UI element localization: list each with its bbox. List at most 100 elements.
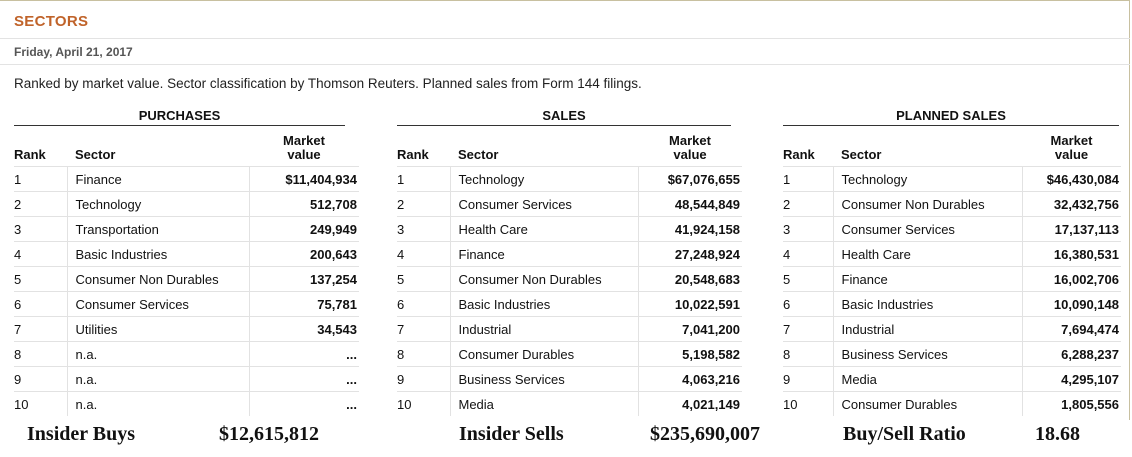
rank-header: Rank — [397, 147, 429, 162]
rank-cell: 10 — [14, 391, 67, 416]
table-row: 5 Consumer Non Durables 20,548,683 — [397, 266, 742, 292]
market-value-header: Market value — [283, 133, 325, 162]
table-row: 4 Finance 27,248,924 — [397, 241, 742, 267]
rank-cell: 5 — [14, 266, 67, 292]
table-row: 5 Finance 16,002,706 — [783, 266, 1121, 292]
sector-cell: Basic Industries — [449, 291, 638, 317]
rank-cell: 8 — [14, 341, 67, 367]
planned-sales-title: PLANNED SALES — [783, 108, 1119, 126]
value-cell: 27,248,924 — [637, 241, 742, 267]
sector-cell: Consumer Non Durables — [449, 266, 638, 292]
sector-cell: Health Care — [449, 216, 638, 242]
sector-cell: Consumer Non Durables — [832, 191, 1022, 217]
rank-cell: 10 — [397, 391, 450, 416]
table-row: 7 Industrial 7,041,200 — [397, 316, 742, 342]
rank-cell: 5 — [397, 266, 450, 292]
value-cell: 200,643 — [248, 241, 359, 267]
rank-cell: 6 — [397, 291, 450, 317]
purchases-table: Rank Sector Market value 1 Finance $11,404,… — [14, 134, 359, 416]
sector-cell: Technology — [832, 166, 1022, 192]
rank-cell: 4 — [397, 241, 450, 267]
sector-cell: Consumer Durables — [449, 341, 638, 367]
sector-cell: Finance — [832, 266, 1022, 292]
table-row: 6 Consumer Services 75,781 — [14, 291, 359, 317]
sector-cell: Technology — [66, 191, 249, 217]
rank-cell: 9 — [397, 366, 450, 392]
value-cell: 5,198,582 — [637, 341, 742, 367]
planned-sales-rows: 1 Technology $46,430,084 2 Consumer Non Dura… — [783, 166, 1121, 416]
table-row: 3 Consumer Services 17,137,113 — [783, 216, 1121, 242]
buy-sell-ratio-label: Buy/Sell Ratio — [843, 423, 966, 445]
rank-cell: 8 — [397, 341, 450, 367]
value-cell: 48,544,849 — [637, 191, 742, 217]
table-row: 3 Health Care 41,924,158 — [397, 216, 742, 242]
table-row: 6 Basic Industries 10,022,591 — [397, 291, 742, 317]
planned-sales-table: Rank Sector Market value 1 Technology $46,4… — [783, 134, 1121, 416]
table-header-row: Rank Sector Market value — [397, 134, 742, 167]
value-cell: ... — [248, 391, 359, 416]
value-cell: 1,805,556 — [1021, 391, 1121, 416]
sector-cell: Media — [832, 366, 1022, 392]
rank-cell: 7 — [397, 316, 450, 342]
sectors-frame — [0, 0, 1130, 420]
table-row: 4 Basic Industries 200,643 — [14, 241, 359, 267]
table-row: 8 Business Services 6,288,237 — [783, 341, 1121, 367]
rank-cell: 4 — [783, 241, 833, 267]
sector-cell: Industrial — [832, 316, 1022, 342]
value-cell: 512,708 — [248, 191, 359, 217]
insider-sells-label: Insider Sells — [459, 423, 564, 445]
rank-cell: 4 — [14, 241, 67, 267]
value-cell: 6,288,237 — [1021, 341, 1121, 367]
sector-cell: Finance — [449, 241, 638, 267]
value-cell: 137,254 — [248, 266, 359, 292]
sector-header: Sector — [458, 147, 499, 162]
sector-cell: n.a. — [66, 391, 249, 416]
market-value-header: Market value — [669, 133, 711, 162]
value-cell: 10,022,591 — [637, 291, 742, 317]
value-cell: $46,430,084 — [1021, 166, 1121, 192]
value-cell: ... — [248, 366, 359, 392]
table-row: 1 Technology $46,430,084 — [783, 166, 1121, 192]
table-row: 8 Consumer Durables 5,198,582 — [397, 341, 742, 367]
value-cell: 20,548,683 — [637, 266, 742, 292]
table-row: 5 Consumer Non Durables 137,254 — [14, 266, 359, 292]
rank-cell: 7 — [783, 316, 833, 342]
rank-header: Rank — [783, 147, 815, 162]
sector-cell: Utilities — [66, 316, 249, 342]
sector-cell: Technology — [449, 166, 638, 192]
table-row: 2 Technology 512,708 — [14, 191, 359, 217]
rank-cell: 9 — [14, 366, 67, 392]
rank-cell: 7 — [14, 316, 67, 342]
insider-sells-value: $235,690,007 — [650, 423, 760, 445]
rank-cell: 5 — [783, 266, 833, 292]
rank-cell: 9 — [783, 366, 833, 392]
table-row: 9 Media 4,295,107 — [783, 366, 1121, 392]
table-row: 2 Consumer Services 48,544,849 — [397, 191, 742, 217]
sector-cell: Consumer Services — [832, 216, 1022, 242]
report-date: Friday, April 21, 2017 — [14, 45, 133, 59]
table-row: 1 Technology $67,076,655 — [397, 166, 742, 192]
value-cell: 7,694,474 — [1021, 316, 1121, 342]
rank-cell: 1 — [397, 166, 450, 192]
value-cell: 4,295,107 — [1021, 366, 1121, 392]
table-row: 10 Media 4,021,149 — [397, 391, 742, 416]
value-cell: 10,090,148 — [1021, 291, 1121, 317]
purchases-panel: PURCHASES Rank Sector Market value 1 Finan… — [14, 108, 359, 416]
table-row: 7 Utilities 34,543 — [14, 316, 359, 342]
value-cell: $11,404,934 — [248, 166, 359, 192]
table-row: 1 Finance $11,404,934 — [14, 166, 359, 192]
sector-cell: Business Services — [449, 366, 638, 392]
sector-cell: Media — [449, 391, 638, 416]
rank-cell: 3 — [14, 216, 67, 242]
value-cell: 7,041,200 — [637, 316, 742, 342]
value-cell: ... — [248, 341, 359, 367]
purchases-title: PURCHASES — [14, 108, 345, 126]
rank-header: Rank — [14, 147, 46, 162]
sector-cell: Consumer Services — [66, 291, 249, 317]
value-cell: 249,949 — [248, 216, 359, 242]
value-cell: 4,021,149 — [637, 391, 742, 416]
rank-cell: 3 — [397, 216, 450, 242]
purchases-rows: 1 Finance $11,404,934 2 Technology 512,708 3 Tr… — [14, 166, 359, 416]
